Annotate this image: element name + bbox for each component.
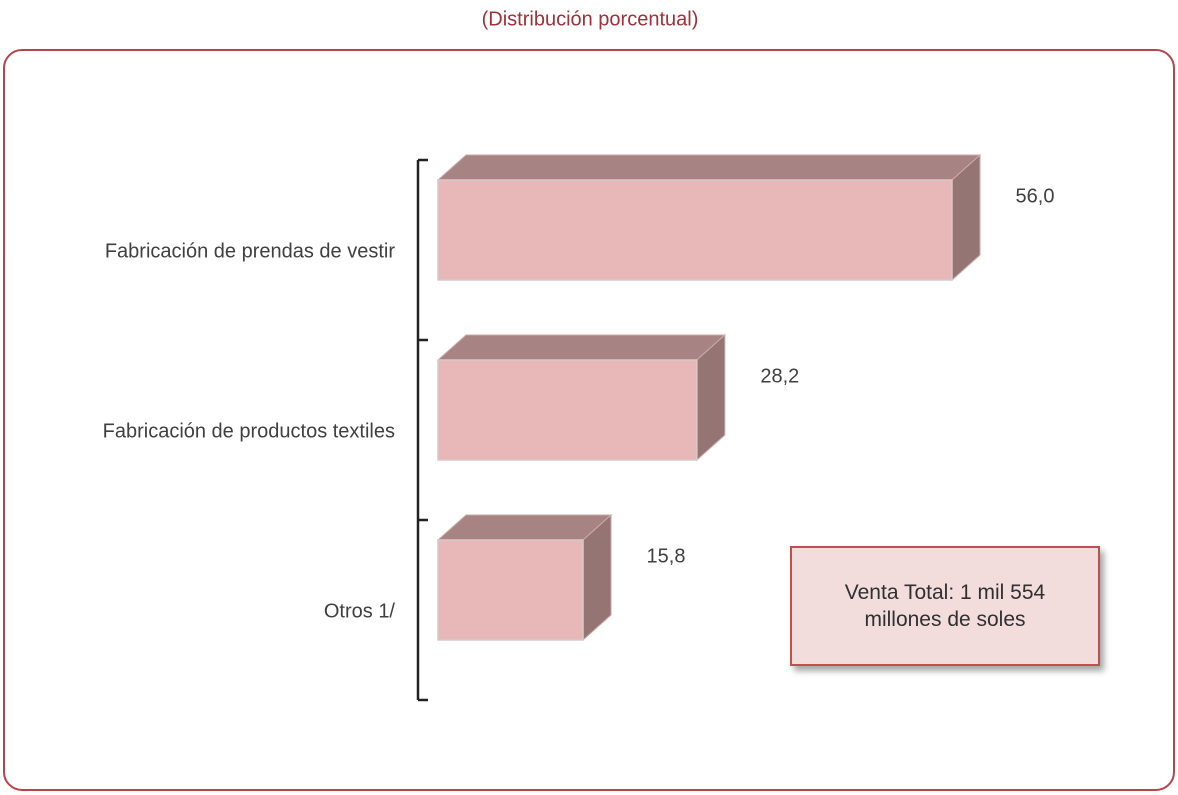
value-label: 15,8 [647,545,686,567]
category-label: Fabricación de prendas de vestir [105,240,395,262]
bar-top-face [436,154,982,181]
chart-subtitle: (Distribución porcentual) [482,8,699,30]
bar-top-face [436,334,727,361]
value-label: 56,0 [1016,185,1055,207]
category-label: Fabricación de productos textiles [103,420,395,442]
value-label: 28,2 [760,365,799,387]
bar [437,359,698,461]
bar [437,179,953,281]
annotation-box: Venta Total: 1 mil 554 millones de soles [790,546,1100,666]
bar-top-face [436,514,613,541]
category-label: Otros 1/ [324,600,396,622]
chart-frame [3,49,1175,791]
bar [437,539,584,641]
